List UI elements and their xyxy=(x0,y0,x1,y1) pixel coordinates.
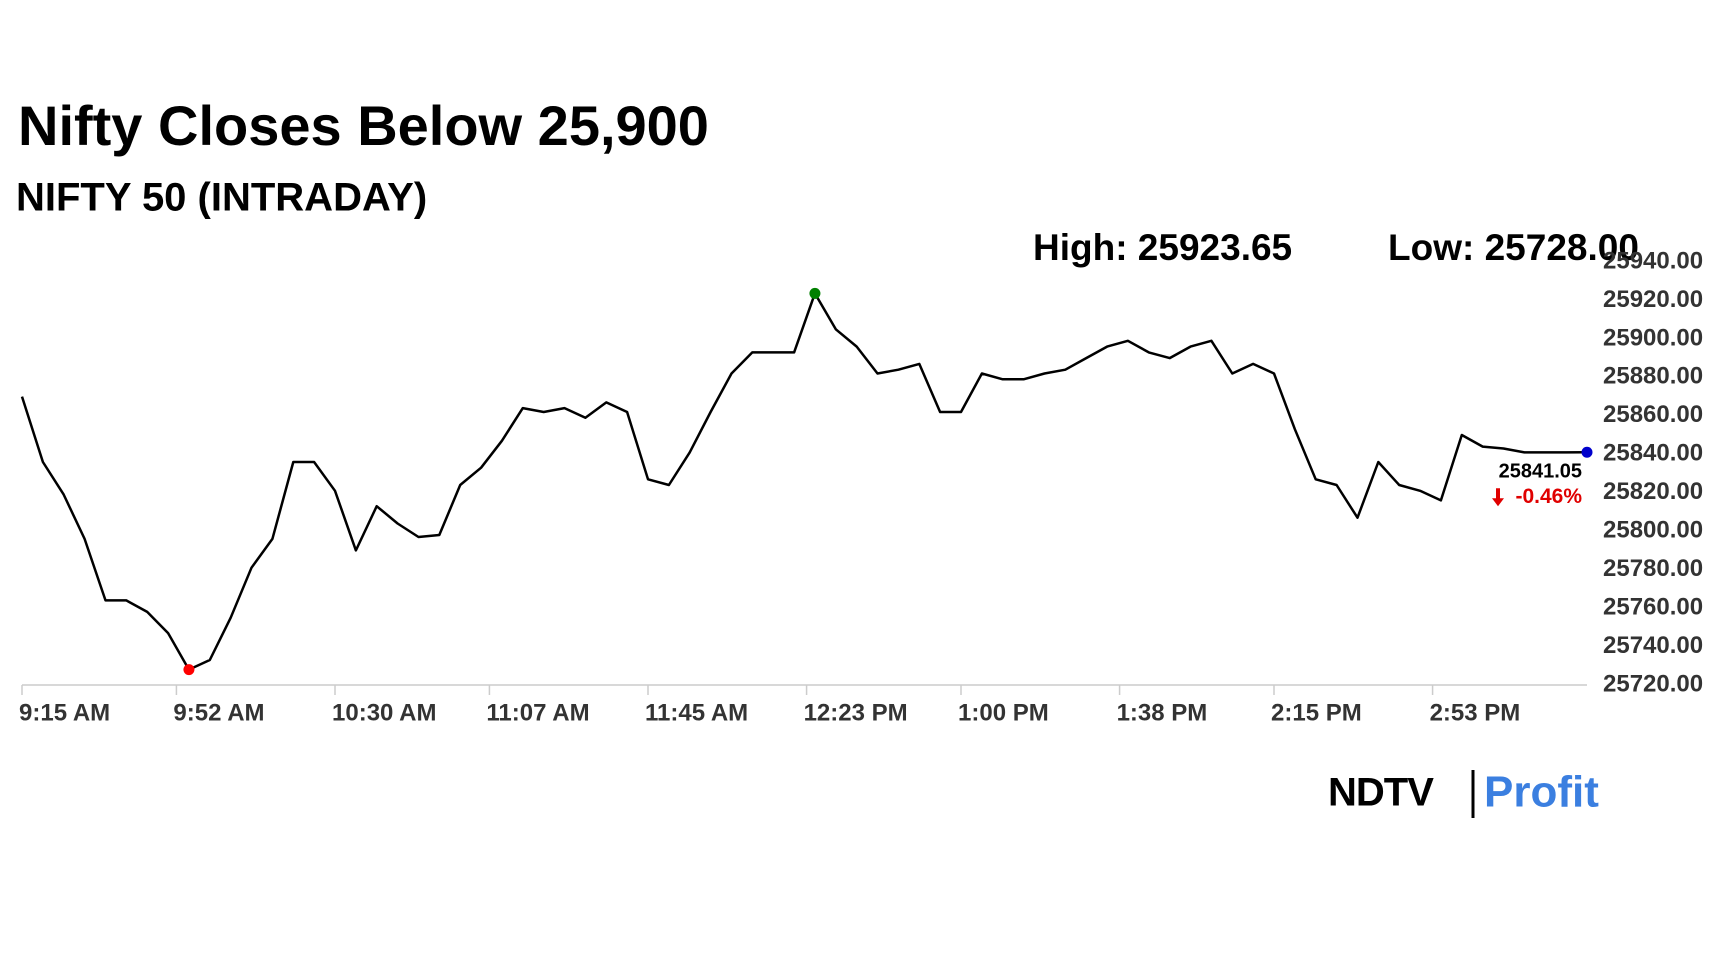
low-marker xyxy=(183,664,195,676)
chart-title: Nifty Closes Below 25,900 xyxy=(18,94,709,157)
y-tick-label: 25920.00 xyxy=(1603,286,1703,313)
x-tick-label: 9:15 AM xyxy=(19,699,110,726)
logo-left: NDTV xyxy=(1328,771,1434,815)
x-tick-label: 10:30 AM xyxy=(332,699,436,726)
logo: NDTV Profit xyxy=(1328,768,1599,818)
change-label: -0.46% xyxy=(1515,485,1582,508)
high-marker xyxy=(809,287,821,299)
x-tick-label: 1:38 PM xyxy=(1117,699,1208,726)
down-arrow xyxy=(1492,488,1504,507)
y-tick-label: 25740.00 xyxy=(1603,632,1703,659)
logo-right: Profit xyxy=(1484,768,1599,817)
y-tick-label: 25940.00 xyxy=(1603,247,1703,274)
x-tick-label: 9:52 AM xyxy=(173,699,264,726)
x-tick-label: 12:23 PM xyxy=(804,699,908,726)
y-tick-label: 25820.00 xyxy=(1603,478,1703,505)
x-tick-label: 2:53 PM xyxy=(1430,699,1521,726)
low-label: Low: 25728.00 xyxy=(1388,227,1639,268)
x-tick-label: 1:00 PM xyxy=(958,699,1049,726)
chart-subtitle: NIFTY 50 (INTRADAY) xyxy=(16,176,427,220)
y-tick-label: 25720.00 xyxy=(1603,670,1703,697)
last-marker xyxy=(1581,446,1593,458)
y-tick-label: 25840.00 xyxy=(1603,440,1703,467)
x-tick-label: 2:15 PM xyxy=(1271,699,1362,726)
price-line xyxy=(20,292,1588,671)
high-label: High: 25923.65 xyxy=(1033,227,1292,268)
y-tick-label: 25800.00 xyxy=(1603,517,1703,544)
x-tick-label: 11:45 AM xyxy=(645,699,748,726)
y-tick-label: 25860.00 xyxy=(1603,401,1703,428)
y-tick-label: 25760.00 xyxy=(1603,593,1703,620)
y-tick-label: 25900.00 xyxy=(1603,324,1703,351)
y-tick-label: 25780.00 xyxy=(1603,555,1703,582)
y-tick-label: 25880.00 xyxy=(1603,363,1703,390)
x-tick-label: 11:07 AM xyxy=(486,699,589,726)
last-value-label: 25841.05 xyxy=(1499,461,1582,483)
